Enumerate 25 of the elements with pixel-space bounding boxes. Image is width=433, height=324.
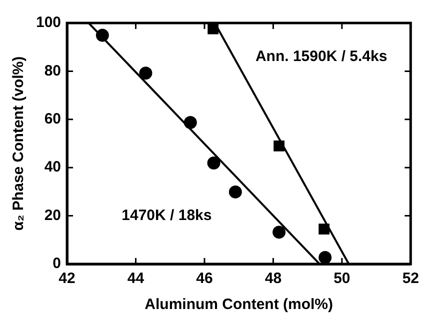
point [184, 116, 197, 130]
y-axis-title: α₂ Phase Content (vol%) [10, 56, 28, 231]
annotation: 1470K / 18ks [122, 206, 212, 224]
y-tick-label: 80 [44, 62, 62, 80]
y-tick-label: 20 [44, 206, 62, 224]
point [272, 226, 286, 239]
point [318, 250, 332, 264]
x-tick-label: 48 [264, 270, 282, 288]
point [228, 185, 242, 198]
annotation: Ann. 1590K / 5.4ks [255, 48, 388, 65]
y-tick-label: 40 [44, 158, 62, 176]
x-tick-label: 46 [196, 270, 213, 288]
point [96, 28, 109, 42]
point [318, 224, 330, 235]
x-tick-label: 52 [402, 270, 419, 288]
point [139, 66, 152, 80]
x-tick-label: 44 [127, 270, 145, 288]
x-tick-label: 42 [58, 270, 76, 288]
y-tick-label: 0 [52, 255, 62, 272]
y-tick-label: 60 [44, 110, 62, 128]
x-tick-label: 50 [334, 270, 350, 288]
point [274, 140, 284, 152]
point [207, 156, 220, 170]
x-axis-title: Aluminum Content (mol%) [144, 296, 334, 314]
y-tick-label: 100 [36, 14, 62, 32]
